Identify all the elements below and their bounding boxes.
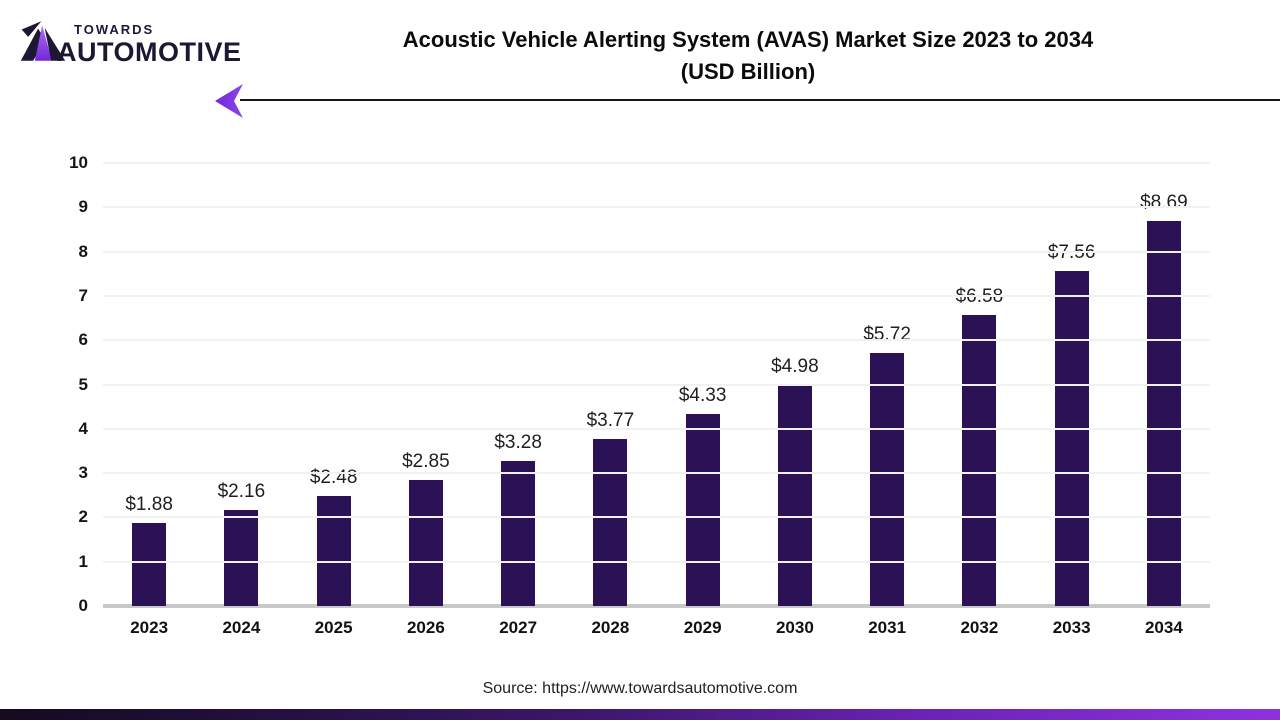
- bar-column: $4.98 2030: [749, 163, 841, 637]
- y-axis-tick-label: 0: [78, 596, 88, 615]
- x-axis-label: 2024: [222, 618, 261, 637]
- logo-text-towards: TOWARDS: [74, 22, 155, 37]
- logo-text: TOWARDS AUTOMOTIVE: [57, 23, 242, 66]
- y-axis-tick-label: 7: [78, 285, 88, 305]
- x-axis-label: 2032: [960, 618, 999, 637]
- x-axis-baseline: [103, 604, 1210, 608]
- gridline: [103, 206, 1210, 209]
- bar-column: $3.28 2027: [472, 163, 564, 637]
- gridline: [103, 427, 1210, 430]
- x-axis-label: 2029: [683, 618, 722, 637]
- bar-2034: $8.69: [1140, 192, 1188, 606]
- gridline: [103, 250, 1210, 253]
- bar-column: $7.56 2033: [1026, 163, 1118, 637]
- bar-2028: $3.77: [587, 410, 634, 606]
- bar-column: $4.33 2029: [657, 163, 749, 637]
- bar-2026: $2.85: [402, 451, 450, 606]
- bar-value-label: $1.88: [125, 493, 173, 515]
- chart-title-line2: (USD Billion): [680, 59, 816, 84]
- chart-title-line1: Acoustic Vehicle Alerting System (AVAS) …: [402, 27, 1094, 52]
- towards-automotive-logo: TOWARDS AUTOMOTIVE: [20, 16, 242, 66]
- gridline: [103, 294, 1210, 297]
- x-axis-label: 2030: [775, 618, 814, 637]
- y-axis-tick-label: 2: [78, 507, 88, 527]
- x-axis-label: 2023: [130, 618, 169, 637]
- arrow-left-icon: [215, 84, 243, 118]
- y-axis-tick-label: 6: [78, 330, 88, 350]
- source-text: Source: https://www.towardsautomotive.co…: [482, 680, 798, 697]
- bar-2030: $4.98: [771, 356, 819, 606]
- bar-2031: $5.72: [863, 324, 911, 606]
- bar-value-label: $8.69: [1140, 192, 1188, 214]
- bar-value-label: $4.98: [771, 356, 819, 378]
- bar-2023: $1.88: [125, 494, 173, 606]
- x-axis-label: 2026: [406, 618, 445, 637]
- bar-2029: $4.33: [679, 385, 726, 606]
- header-divider-line: [240, 99, 1280, 101]
- logo-text-automotive: AUTOMOTIVE: [57, 37, 242, 67]
- bar-value-label: $2.16: [217, 481, 266, 503]
- y-axis-tick-label: 1: [78, 551, 88, 571]
- bars-row: $1.88 2023 $2.16 2024 $2.48 2025 $2.85 2026 $3.2…: [103, 163, 1210, 637]
- bar-value-label: $3.77: [586, 410, 635, 431]
- y-axis-tick-label: 4: [78, 418, 88, 438]
- gridline: [103, 516, 1210, 519]
- gridline: [103, 383, 1210, 386]
- x-axis-label: 2033: [1052, 618, 1091, 637]
- bar-value-label: $2.48: [309, 467, 358, 489]
- x-axis-label: 2031: [868, 618, 907, 637]
- y-axis-tick-label: 5: [78, 374, 88, 394]
- x-axis-label: 2034: [1144, 618, 1183, 637]
- bar-value-label: $4.33: [678, 385, 727, 407]
- gridline: [103, 560, 1210, 563]
- bar-value-label: $7.56: [1047, 242, 1096, 264]
- footer-gradient-bar: [0, 709, 1280, 720]
- bar-value-label: $3.28: [494, 431, 542, 453]
- bar-value-label: $5.72: [863, 323, 911, 345]
- bar-column: $2.16 2024: [195, 163, 287, 637]
- plot-area: $1.88 2023 $2.16 2024 $2.48 2025 $2.85 2026 $3.2…: [69, 153, 1210, 637]
- x-axis-label: 2028: [591, 618, 630, 637]
- bar-value-label: $2.85: [402, 450, 450, 472]
- bar-column: $8.69 2034: [1118, 163, 1210, 637]
- bar-2033: $7.56: [1048, 242, 1095, 606]
- gridline: [103, 162, 1210, 164]
- bar-column: $1.88 2023: [103, 163, 195, 637]
- chart-title: Acoustic Vehicle Alerting System (AVAS) …: [216, 24, 1280, 88]
- x-axis-label: 2027: [499, 618, 538, 637]
- bar-column: $2.85 2026: [380, 163, 472, 637]
- bar-2027: $3.28: [494, 432, 542, 606]
- y-axis-tick-label: 10: [69, 153, 88, 172]
- gridline: [103, 472, 1210, 475]
- logo-mountain-icon: [20, 21, 66, 61]
- y-axis-tick-label: 9: [78, 197, 88, 217]
- y-axis-tick-label: 8: [78, 241, 88, 261]
- bar-column: $3.77 2028: [564, 163, 656, 637]
- bar-2024: $2.16: [218, 481, 265, 606]
- x-axis-label: 2025: [314, 618, 353, 637]
- gridline: [103, 339, 1210, 342]
- bar-2025: $2.48: [310, 467, 357, 606]
- y-axis-tick-label: 3: [78, 463, 88, 483]
